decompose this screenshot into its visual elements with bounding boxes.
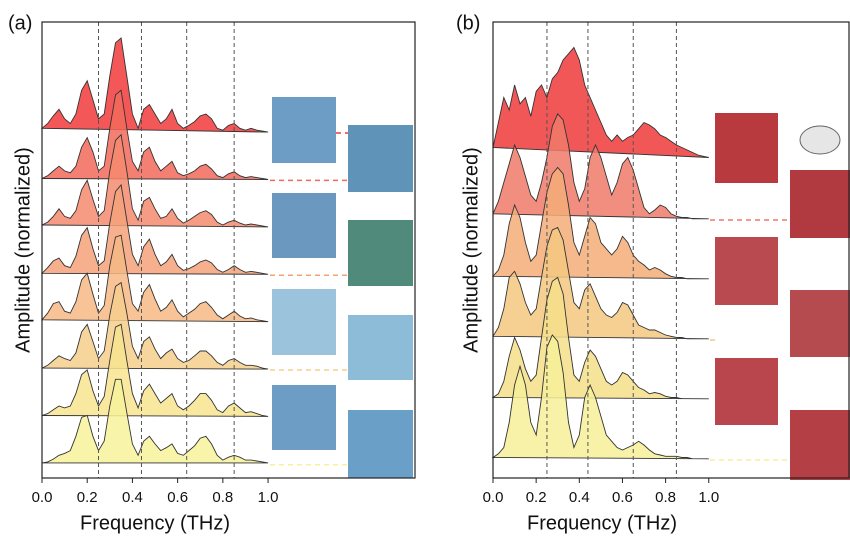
photo [715,113,778,183]
x-tick-label: 1.0 [258,489,279,506]
cylinder-icon [800,126,840,154]
photo [348,125,413,192]
photo [348,410,413,478]
x-axis-label: Frequency (THz) [80,512,230,534]
x-tick-label: 0.8 [212,489,233,506]
photo [715,237,778,305]
x-tick-label: 0.4 [122,489,143,506]
photo [272,193,336,258]
y-axis-label: Amplitude (normalized) [460,147,482,353]
x-tick-label: 0.8 [655,489,676,506]
x-tick-label: 0.6 [612,489,633,506]
photo [790,410,850,480]
photo [790,290,850,357]
x-axis-label: Frequency (THz) [527,512,677,534]
x-tick-label: 0.2 [77,489,98,506]
photo [348,220,413,286]
photo [272,97,336,163]
x-tick-label: 0.4 [569,489,590,506]
photo [790,170,850,238]
x-tick-label: 1.0 [698,489,719,506]
photo [272,289,336,355]
x-tick-label: 0.6 [167,489,188,506]
photo [715,358,778,425]
panel-label: (b) [456,12,480,34]
panel-label: (a) [8,12,32,34]
x-tick-label: 0.2 [526,489,547,506]
x-tick-label: 0.0 [483,489,504,506]
photo [272,385,336,450]
figure: (a) (b) Frequency (THz) Frequency (THz) … [0,0,850,540]
photo [348,315,413,380]
y-axis-label: Amplitude (normalized) [12,147,34,353]
x-tick-label: 0.0 [32,489,53,506]
